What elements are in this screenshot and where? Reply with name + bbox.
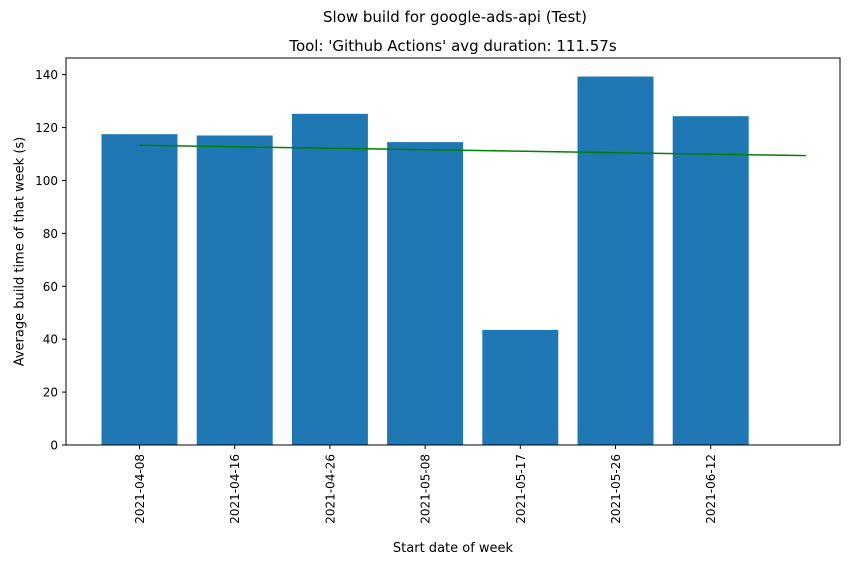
- y-ticks-group: 0 20 40 60 80 100 120 140: [35, 68, 66, 453]
- axes-frame: [65, 57, 841, 446]
- figure-suptitle: Slow build for google-ads-api (Test): [323, 8, 587, 26]
- x-tick-label-2021-05-26: 2021-05-26: [609, 454, 623, 524]
- y-tick-label-80: 80: [43, 227, 58, 241]
- x-tick-label-2021-05-17: 2021-05-17: [514, 454, 528, 524]
- bar-2021-05-08: [387, 142, 464, 445]
- y-tick-label-100: 100: [35, 174, 58, 188]
- bar-2021-04-26: [291, 113, 368, 446]
- y-tick-label-20: 20: [43, 386, 58, 400]
- y-tick-label-40: 40: [43, 333, 58, 347]
- bar-2021-06-12: [672, 116, 749, 445]
- y-tick-label-140: 140: [35, 68, 58, 82]
- trend-group: [139, 144, 806, 157]
- y-axis-label: Average build time of that week (s): [13, 137, 28, 367]
- x-tick-label-2021-04-08: 2021-04-08: [133, 454, 147, 524]
- x-tick-label-2021-06-12: 2021-06-12: [704, 454, 718, 524]
- bar-2021-05-26: [577, 76, 654, 445]
- x-tick-label-2021-04-26: 2021-04-26: [323, 454, 337, 524]
- y-tick-label-120: 120: [35, 121, 58, 135]
- trend-line: [139, 144, 806, 157]
- x-axis-label: Start date of week: [393, 541, 514, 556]
- bar-2021-04-16: [196, 135, 273, 446]
- x-tick-label-2021-05-08: 2021-05-08: [419, 454, 433, 524]
- chart-title: Tool: 'Github Actions' avg duration: 111…: [288, 37, 617, 55]
- x-ticks-group: 2021-04-08 2021-04-16 2021-04-26 2021-05-08…: [133, 445, 718, 524]
- bar-2021-05-17: [482, 329, 559, 445]
- y-tick-label-0: 0: [50, 439, 58, 453]
- x-tick-label-2021-04-16: 2021-04-16: [228, 454, 242, 524]
- y-tick-label-60: 60: [43, 280, 58, 294]
- bar-2021-04-08: [101, 134, 178, 446]
- bars-group: [101, 76, 749, 446]
